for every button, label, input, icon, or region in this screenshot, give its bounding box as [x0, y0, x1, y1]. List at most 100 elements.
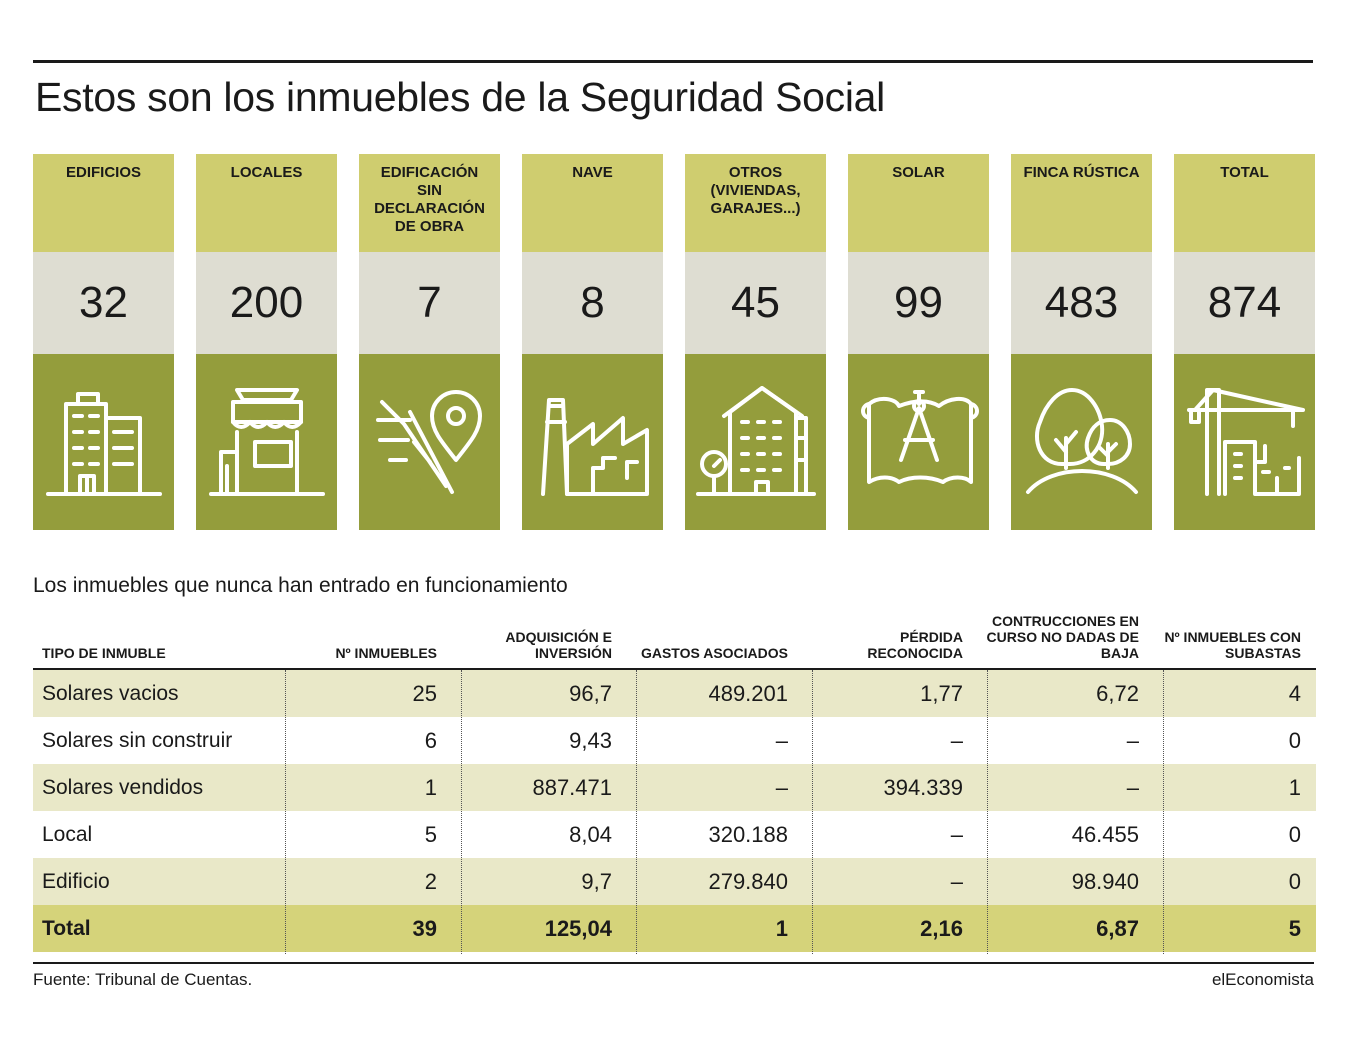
- table-cell: 2: [424, 869, 437, 894]
- category-value: 483: [1011, 252, 1152, 354]
- table-row: Solares vacios 25 96,7 489.201 1,77 6,72 4: [33, 670, 1316, 717]
- row-label: Solares sin construir: [42, 729, 233, 752]
- column-separator: [1163, 670, 1164, 954]
- trees-icon: [1011, 354, 1152, 530]
- table-cell: 489.201: [708, 681, 788, 706]
- category-card: EDIFICACIÓN SIN DECLARACIÓN DE OBRA 7: [359, 154, 500, 530]
- crane-icon: [1174, 354, 1315, 530]
- category-value: 874: [1174, 252, 1315, 354]
- category-label: OTROS (VIVIENDAS, GARAJES...): [685, 154, 826, 252]
- category-label: NAVE: [522, 154, 663, 252]
- table-cell: 6,72: [1096, 681, 1139, 706]
- building-icon: [33, 354, 174, 530]
- column-header: PÉRDIDA RECONOCIDA: [867, 629, 963, 661]
- table-cell: 9,43: [569, 728, 612, 753]
- table-cell: 394.339: [883, 775, 963, 800]
- table-cell: –: [775, 728, 788, 753]
- column-header: CONTRUCCIONES EN CURSO NO DADAS DE BAJA: [986, 613, 1139, 661]
- table-cell: 5: [1288, 916, 1301, 941]
- category-value: 99: [848, 252, 989, 354]
- top-rule: [33, 60, 1313, 63]
- table-cell: 1: [775, 916, 788, 941]
- shop-icon: [196, 354, 337, 530]
- table-cell: –: [950, 822, 963, 847]
- category-label: FINCA RÚSTICA: [1011, 154, 1152, 252]
- brand-logo: elEconomista: [1211, 970, 1314, 989]
- source-note: Fuente: Tribunal de Cuentas.: [33, 970, 253, 989]
- row-label: Solares vacios: [42, 682, 179, 705]
- row-label: Local: [42, 823, 93, 846]
- category-value: 200: [196, 252, 337, 354]
- table-cell: 887.471: [532, 775, 612, 800]
- table-cell: –: [775, 775, 788, 800]
- category-label: SOLAR: [848, 154, 989, 252]
- table-title: Los inmuebles que nunca han entrado en f…: [33, 574, 568, 597]
- category-card: FINCA RÚSTICA 483: [1011, 154, 1152, 530]
- table-cell: 9,7: [581, 869, 612, 894]
- category-card: OTROS (VIVIENDAS, GARAJES...) 45: [685, 154, 826, 530]
- category-label: LOCALES: [196, 154, 337, 252]
- table-cell: 5: [424, 822, 437, 847]
- column-separator: [461, 670, 462, 954]
- column-header: TIPO DE INMUBLE: [42, 645, 166, 661]
- column-header: ADQUISICIÓN E INVERSIÓN: [505, 629, 612, 661]
- table-cell: 0: [1288, 728, 1301, 753]
- table-cell: 6,87: [1096, 916, 1139, 941]
- table-row: Local 5 8,04 320.188 – 46.455 0: [33, 811, 1316, 858]
- table-cell: 39: [412, 916, 437, 941]
- table-header: TIPO DE INMUBLE Nº INMUEBLES ADQUISICIÓN E…: [33, 604, 1316, 670]
- bottom-rule: [33, 962, 1314, 964]
- category-card: NAVE 8: [522, 154, 663, 530]
- column-header: Nº INMUEBLES CON SUBASTAS: [1164, 629, 1301, 661]
- category-label: TOTAL: [1174, 154, 1315, 252]
- column-separator: [285, 670, 286, 954]
- table-cell: 46.455: [1071, 822, 1139, 847]
- table-row: Edificio 2 9,7 279.840 – 98.940 0: [33, 858, 1316, 905]
- table-cell: 1: [424, 775, 437, 800]
- table-cell: 125,04: [544, 916, 612, 941]
- category-card: LOCALES 200: [196, 154, 337, 530]
- row-label: Total: [42, 917, 91, 940]
- apartment-icon: [685, 354, 826, 530]
- table-cell: 1,77: [920, 681, 963, 706]
- table-cell: 0: [1288, 822, 1301, 847]
- category-value: 32: [33, 252, 174, 354]
- table-cell: 279.840: [708, 869, 788, 894]
- table-cell: 98.940: [1071, 869, 1139, 894]
- chart-title: Estos son los inmuebles de la Seguridad …: [35, 74, 885, 120]
- column-separator: [812, 670, 813, 954]
- row-label: Edificio: [42, 870, 110, 893]
- category-value: 45: [685, 252, 826, 354]
- table-cell: 4: [1288, 681, 1301, 706]
- table-cell: –: [950, 728, 963, 753]
- property-cards: EDIFICIOS 32 LOCALES 200 EDIFICACIÓN SIN DEC…: [33, 154, 1315, 530]
- table-cell: 320.188: [708, 822, 788, 847]
- table-cell: –: [1126, 775, 1139, 800]
- factory-icon: [522, 354, 663, 530]
- category-label: EDIFICACIÓN SIN DECLARACIÓN DE OBRA: [359, 154, 500, 252]
- column-header: Nº INMUEBLES: [335, 645, 437, 661]
- table-row: Solares vendidos 1 887.471 – 394.339 – 1: [33, 764, 1316, 811]
- category-card: SOLAR 99: [848, 154, 989, 530]
- table-cell: 96,7: [569, 681, 612, 706]
- column-header: GASTOS ASOCIADOS: [640, 645, 788, 661]
- column-separator: [987, 670, 988, 954]
- table-cell: 6: [424, 728, 437, 753]
- table-cell: –: [1126, 728, 1139, 753]
- category-card: EDIFICIOS 32: [33, 154, 174, 530]
- category-card: TOTAL 874: [1174, 154, 1315, 530]
- category-value: 7: [359, 252, 500, 354]
- blueprint-icon: [848, 354, 989, 530]
- total-row: Total 39 125,04 1 2,16 6,87 5: [33, 905, 1316, 952]
- table-cell: 1: [1288, 775, 1301, 800]
- table-cell: 0: [1288, 869, 1301, 894]
- column-separator: [636, 670, 637, 954]
- category-label: EDIFICIOS: [33, 154, 174, 252]
- category-value: 8: [522, 252, 663, 354]
- table-cell: 8,04: [569, 822, 612, 847]
- location-pin-icon: [359, 354, 500, 530]
- table-row: Solares sin construir 6 9,43 – – – 0: [33, 717, 1316, 764]
- table-cell: 2,16: [920, 916, 963, 941]
- table-cell: 25: [412, 681, 437, 706]
- table-cell: –: [950, 869, 963, 894]
